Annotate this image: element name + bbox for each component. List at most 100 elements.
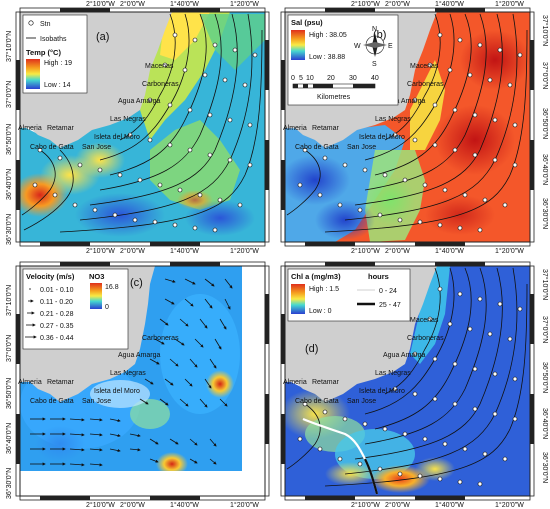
legend-velocity-5: 0.36 - 0.44 xyxy=(40,335,74,342)
no3-colorbar xyxy=(90,283,102,309)
place-agua-amarga: Agua Amarga xyxy=(383,352,426,359)
velocity-legend: Velocity (m/s) 0.01 - 0.10 0.11 - 0.20 0… xyxy=(22,268,129,350)
place-retamar: Retamar xyxy=(47,125,75,132)
place-almeria: Almeria xyxy=(18,125,42,132)
lat-tick-1: 37°10'0"N xyxy=(5,31,13,62)
place-isleta: Isleta del Moro xyxy=(359,388,405,395)
scale-unit: Kilometres xyxy=(317,94,351,101)
lat-tick-3: 36°50'0"N xyxy=(5,378,13,409)
compass-w: W xyxy=(354,43,361,50)
lon-tick-3: 1°40'0"W xyxy=(435,501,464,509)
lon-tick-2: 2°0'0"W xyxy=(120,0,145,8)
lon-tick-2: 2°0'0"W xyxy=(120,501,145,509)
lon-tick-4: 1°20'0"W xyxy=(230,0,259,8)
lon-tick-1: 2°10'0"W xyxy=(351,0,380,8)
lat-tick-1: 37°10'0"N xyxy=(5,285,13,316)
place-agua-amarga: Agua Amarga xyxy=(118,352,161,359)
lat-tick-4: 36°40'0"N xyxy=(541,408,549,439)
place-retamar: Retamar xyxy=(312,379,340,386)
place-isleta: Isleta del Moro xyxy=(94,388,140,395)
legend-temp-high: High : 19 xyxy=(44,60,72,67)
legend-hours-title: hours xyxy=(368,272,389,281)
salinity-map: 2°10'0"W 2°0'0"W 1°40'0"W 1°20'0"W 2°10'… xyxy=(280,0,549,255)
legend-velocity-3: 0.21 - 0.28 xyxy=(40,311,74,318)
station-legend-icon xyxy=(28,20,34,26)
legend-velocity-4: 0.27 - 0.35 xyxy=(40,323,74,330)
lon-tick-bottom-2: 2°0'0"W xyxy=(120,247,145,255)
legend-hours-1: 0 - 24 xyxy=(379,288,397,295)
lat-tick-3: 36°50'0"N xyxy=(5,124,13,155)
lon-tick-1: 2°10'0"W xyxy=(351,501,380,509)
legend-no3-low: 0 xyxy=(105,304,109,311)
place-retamar: Retamar xyxy=(312,125,340,132)
legend-velocity-1: 0.01 - 0.10 xyxy=(40,287,74,294)
panel-temperature: 2°10'0"W 2°0'0"W 1°40'0"W 1°20'0"W 2°10'… xyxy=(0,0,275,255)
place-macenas: Macenas xyxy=(410,317,439,324)
legend-isobaths: Isobaths xyxy=(40,36,67,43)
legend-sal-low: Low : 38.88 xyxy=(309,54,345,61)
lon-tick-bottom-3: 1°40'0"W xyxy=(170,247,199,255)
velocity-nitrate-map: 2°10'0"W 2°0'0"W 1°40'0"W 1°20'0"W 37°10… xyxy=(5,261,270,509)
temperature-legend: Stn Isobaths Temp (°C) High : 19 Low : 1… xyxy=(22,14,88,94)
place-san-jose: San Jose xyxy=(347,398,376,405)
place-cabo-de-gata: Cabo de Gata xyxy=(30,398,74,405)
velocity-arrows xyxy=(30,278,233,467)
place-isleta: Isleta del Moro xyxy=(94,134,140,141)
panel-label-b: (b) xyxy=(373,29,386,41)
place-carboneras: Carboneras xyxy=(407,81,444,88)
chl-colorbar xyxy=(291,284,305,314)
lon-tick-bottom-4: 1°20'0"W xyxy=(230,247,259,255)
place-cabo-de-gata: Cabo de Gata xyxy=(30,144,74,151)
scale-bar: 0 5 10 20 30 40 Kilometres xyxy=(291,75,379,101)
place-almeria: Almeria xyxy=(283,125,307,132)
place-las-negras: Las Negras xyxy=(110,370,146,377)
place-las-negras: Las Negras xyxy=(375,116,411,123)
panel-velocity-nitrate: 2°10'0"W 2°0'0"W 1°40'0"W 1°20'0"W 37°10… xyxy=(0,254,275,509)
lat-tick-4: 36°40'0"N xyxy=(5,169,13,200)
place-agua-amarga: Agua Amarga xyxy=(383,98,426,105)
lon-tick-3: 1°40'0"W xyxy=(435,0,464,8)
scale-tick-40: 40 xyxy=(371,75,379,82)
salinity-legend: Sal (psu) High : 38.05 Low : 38.88 N S E… xyxy=(287,14,399,106)
panel-salinity: 2°10'0"W 2°0'0"W 1°40'0"W 1°20'0"W 2°10'… xyxy=(275,0,550,255)
station-markers xyxy=(32,32,258,233)
temp-colorbar xyxy=(26,59,40,89)
place-cabo-de-gata: Cabo de Gata xyxy=(295,144,339,151)
north-arrow-icon: N S E W xyxy=(354,26,393,68)
panel-chlorophyll: 2°10'0"W 2°0'0"W 1°40'0"W 1°20'0"W 37°10… xyxy=(275,254,550,509)
legend-no3-title: NO3 xyxy=(89,272,104,281)
place-carboneras: Carboneras xyxy=(142,335,179,342)
lat-tick-2: 37°0'0"N xyxy=(541,62,549,89)
place-carboneras: Carboneras xyxy=(142,81,179,88)
legend-chl-low: Low : 0 xyxy=(309,308,332,315)
legend-no3-high: 16.8 xyxy=(105,284,119,291)
place-las-negras: Las Negras xyxy=(375,370,411,377)
place-agua-amarga: Agua Amarga xyxy=(118,98,161,105)
temperature-map: 2°10'0"W 2°0'0"W 1°40'0"W 1°20'0"W 2°10'… xyxy=(5,0,270,255)
place-retamar: Retamar xyxy=(47,379,75,386)
lat-tick-5: 36°30'0"N xyxy=(5,468,13,499)
place-macenas: Macenas xyxy=(410,63,439,70)
chlorophyll-map: 2°10'0"W 2°0'0"W 1°40'0"W 1°20'0"W 37°10… xyxy=(280,261,549,509)
scale-tick-5: 5 xyxy=(299,75,303,82)
scale-tick-30: 30 xyxy=(349,75,357,82)
lon-tick-4: 1°20'0"W xyxy=(495,501,524,509)
legend-temp-low: Low : 14 xyxy=(44,82,71,89)
lat-tick-5: 36°30'0"N xyxy=(5,214,13,245)
place-macenas: Macenas xyxy=(145,63,174,70)
place-almeria: Almeria xyxy=(18,379,42,386)
lat-tick-4: 36°40'0"N xyxy=(541,154,549,185)
legend-chl-high: High : 1.5 xyxy=(309,286,339,293)
lat-tick-4: 36°40'0"N xyxy=(5,423,13,454)
lon-tick-4: 1°20'0"W xyxy=(495,0,524,8)
lon-tick-3: 1°40'0"W xyxy=(170,0,199,8)
place-san-jose: San Jose xyxy=(347,144,376,151)
lat-tick-1: 37°10'0"N xyxy=(541,269,549,300)
legend-chl-title: Chl a (mg/m3) xyxy=(291,272,341,281)
place-san-jose: San Jose xyxy=(82,144,111,151)
lon-tick-4: 1°20'0"W xyxy=(230,501,259,509)
lon-tick-2: 2°0'0"W xyxy=(385,0,410,8)
place-san-jose: San Jose xyxy=(82,398,111,405)
isobaths xyxy=(21,13,263,233)
compass-n: N xyxy=(372,26,377,33)
